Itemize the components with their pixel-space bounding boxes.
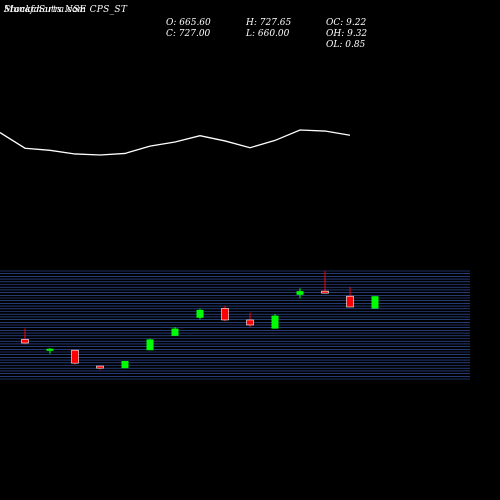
oh-value: OH: 9.32 [326, 29, 368, 39]
candle [46, 348, 54, 354]
candle [271, 314, 279, 329]
candle-body [246, 319, 254, 326]
site-watermark: MunafaSutra.com [4, 5, 86, 15]
candle [321, 271, 329, 294]
candle [96, 365, 104, 370]
high-value: H: 727.65 [246, 18, 292, 28]
candle [171, 327, 179, 336]
candle [221, 305, 229, 322]
candle [246, 312, 254, 328]
candle-body [271, 315, 279, 329]
oc-value: OC: 9.22 [326, 18, 367, 28]
candle-body [146, 339, 154, 351]
candle-body [321, 290, 329, 294]
price-line [0, 129, 351, 156]
candle-body [346, 295, 354, 308]
candle-body [296, 291, 304, 295]
candle-body [171, 328, 179, 336]
candle [21, 328, 29, 345]
candle-body [71, 349, 79, 364]
ol-value: OL: 0.85 [326, 40, 366, 50]
price-line-panel [0, 129, 351, 156]
candle [346, 287, 354, 308]
candle [196, 308, 204, 320]
low-value: L: 660.00 [246, 29, 290, 39]
candle [371, 296, 379, 309]
candle [296, 288, 304, 299]
candle-body [96, 365, 104, 369]
chart-title: Stockcharts NSE CPS_ST [4, 5, 128, 15]
candle [71, 349, 79, 365]
candle-body [21, 339, 29, 344]
candle [121, 361, 129, 369]
candle [146, 338, 154, 351]
candle-body [121, 361, 129, 369]
candle-body [371, 296, 379, 309]
open-value: O: 665.60 [166, 18, 211, 28]
candle-body [221, 308, 229, 321]
close-value: C: 727.00 [166, 29, 211, 39]
candle-body [46, 348, 54, 351]
candle-body [196, 309, 204, 318]
